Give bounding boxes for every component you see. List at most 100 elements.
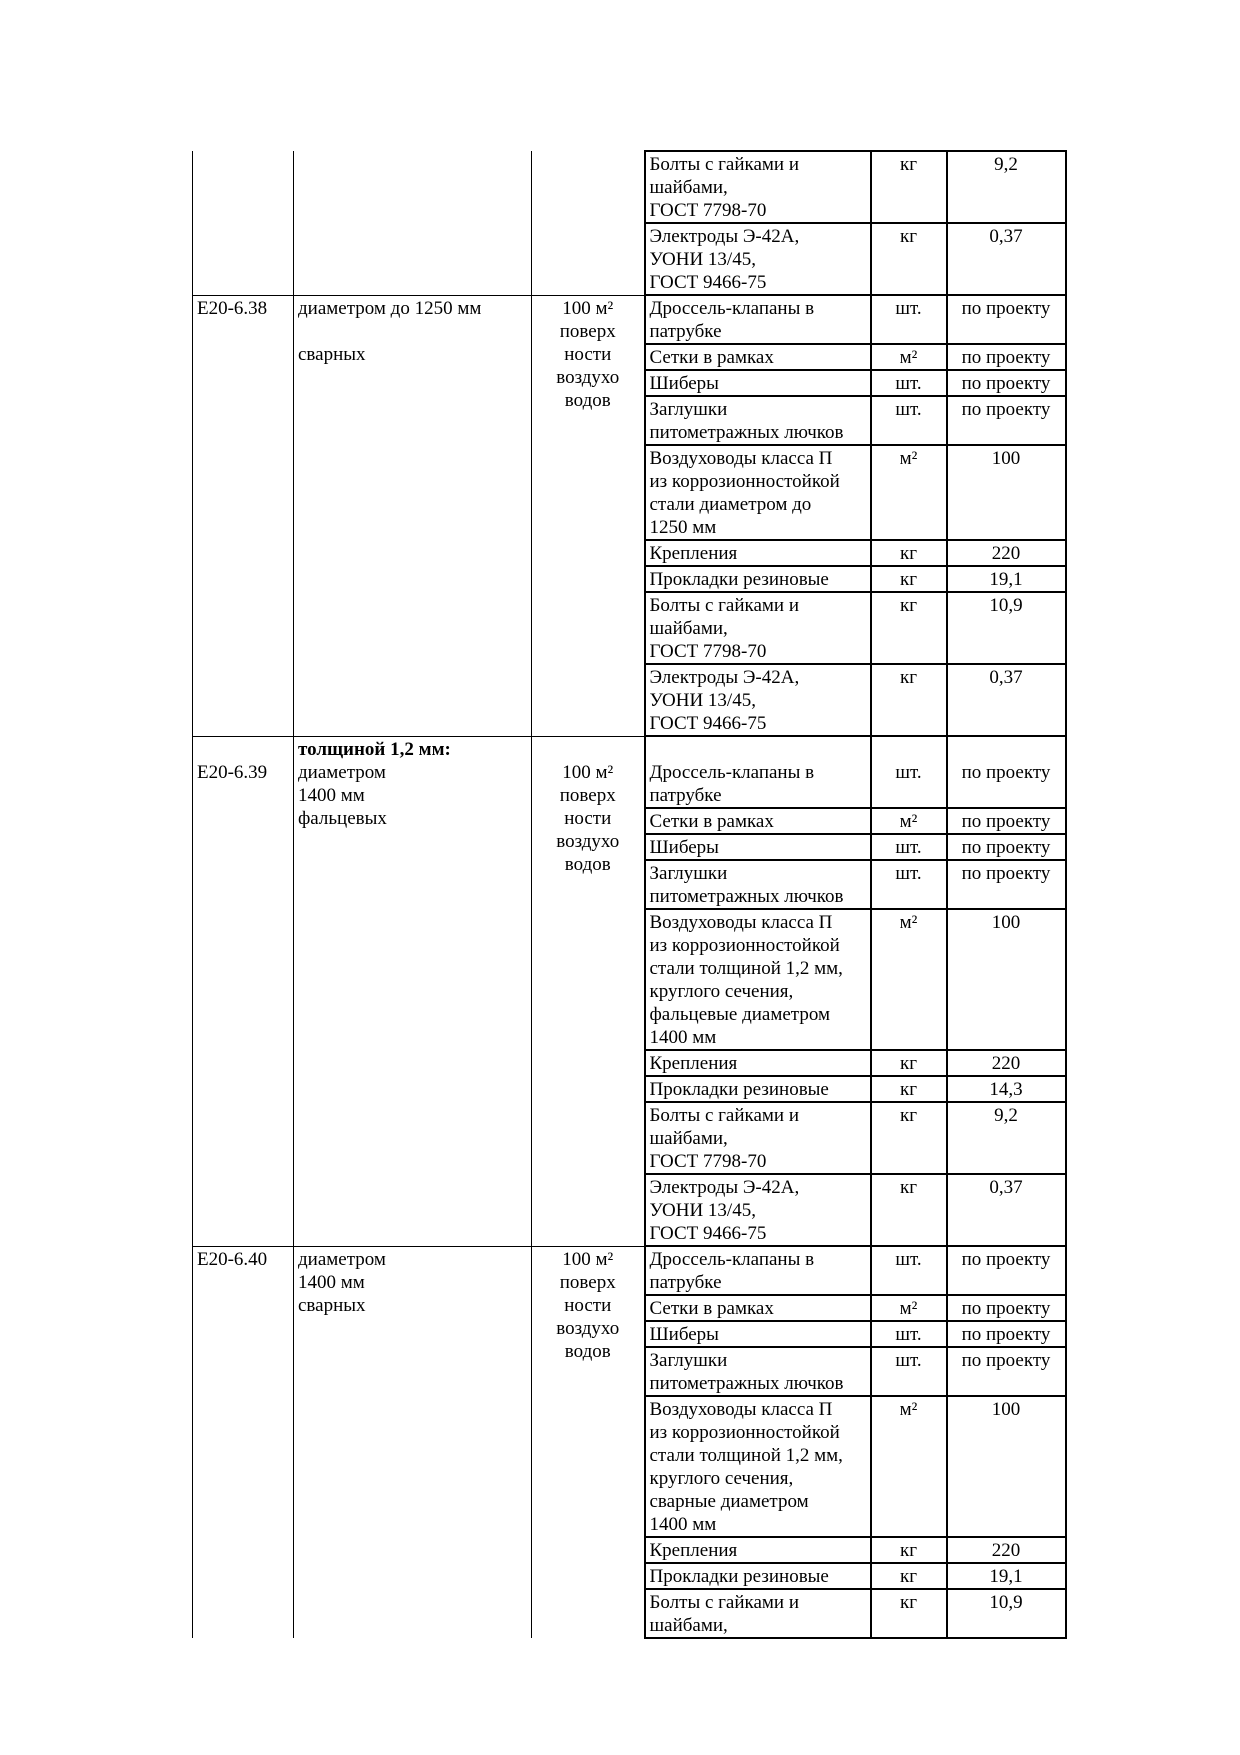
table-row: Прокладки резиновые кг 14,3 — [193, 1075, 1067, 1103]
resource-name: Прокладки резиновые — [643, 1075, 872, 1103]
norm-description — [293, 151, 532, 295]
norm-description: диаметром до 1250 мм сварных — [293, 294, 532, 736]
resource-name: Сетки в рамках — [643, 1294, 872, 1322]
resource-name: Болты с гайками и шайбами, — [643, 1588, 872, 1639]
resource-name: Крепления — [643, 1049, 872, 1077]
table-row: Прокладки резиновые кг 19,1 — [193, 1562, 1067, 1590]
resource-quantity: по проекту — [945, 859, 1067, 910]
resource-quantity: по проекту — [945, 833, 1067, 861]
resource-quantity: 100 — [945, 444, 1067, 541]
resource-name: Шиберы — [643, 1320, 872, 1348]
resource-quantity: 9,2 — [945, 150, 1067, 224]
resource-unit: шт. — [869, 1346, 948, 1397]
resource-quantity: 10,9 — [945, 1588, 1067, 1639]
table-row: Сетки в рамках м² по проекту — [193, 807, 1067, 835]
resource-unit: кг — [869, 150, 948, 224]
resource-name: Электроды Э-42А, УОНИ 13/45, ГОСТ 9466-7… — [643, 222, 872, 296]
resource-quantity: 0,37 — [945, 1173, 1067, 1247]
resource-quantity: 220 — [945, 1049, 1067, 1077]
resource-name: Воздуховоды класса П из коррозионностойк… — [643, 444, 872, 541]
resource-quantity: 10,9 — [945, 591, 1067, 665]
norm-description-text: диаметром 1400 мм фальцевых — [298, 761, 387, 829]
resource-unit: шт. — [869, 833, 948, 861]
resource-quantity: 19,1 — [945, 565, 1067, 593]
resource-name: Прокладки резиновые — [643, 1562, 872, 1590]
table-row: Болты с гайками и шайбами, ГОСТ 7798-70 к… — [193, 591, 1067, 665]
resource-name: Болты с гайками и шайбами, ГОСТ 7798-70 — [643, 591, 872, 665]
table-row: Электроды Э-42А, УОНИ 13/45, ГОСТ 9466-7… — [193, 222, 1067, 296]
resource-name: Заглушки питометражных лючков — [643, 859, 872, 910]
norm-unit: 100 м² поверх ности воздухо водов — [531, 294, 645, 736]
table-row: Болты с гайками и шайбами, ГОСТ 7798-70 к… — [192, 150, 1067, 295]
resource-norms-table: Болты с гайками и шайбами, ГОСТ 7798-70 к… — [192, 150, 1067, 1639]
table-row: Воздуховоды класса П из коррозионностойк… — [193, 908, 1067, 1051]
resource-quantity: по проекту — [945, 1320, 1067, 1348]
resource-quantity: 19,1 — [945, 1562, 1067, 1590]
resource-name: Дроссель-клапаны в патрубке — [643, 294, 872, 345]
resource-unit: кг — [869, 1588, 948, 1639]
resource-unit: кг — [869, 1075, 948, 1103]
resource-unit: кг — [869, 539, 948, 567]
resource-unit: кг — [869, 1173, 948, 1247]
resource-quantity: по проекту — [945, 735, 1067, 809]
norm-unit: 100 м² поверх ности воздухо водов — [531, 735, 645, 1246]
resource-unit: кг — [869, 565, 948, 593]
norm-code: Е20-6.38 — [192, 294, 294, 736]
table-row: Шиберы шт. по проекту — [193, 1320, 1067, 1348]
resource-name: Электроды Э-42А, УОНИ 13/45, ГОСТ 9466-7… — [643, 1173, 872, 1247]
resource-quantity: 100 — [945, 1395, 1067, 1538]
resource-quantity: по проекту — [945, 1245, 1067, 1296]
resource-quantity: 14,3 — [945, 1075, 1067, 1103]
resource-name: Крепления — [643, 539, 872, 567]
resource-unit: м² — [869, 1395, 948, 1538]
resource-quantity: 220 — [945, 539, 1067, 567]
norm-description-text: диаметром до 1250 мм сварных — [298, 297, 482, 365]
resource-name: Сетки в рамках — [643, 807, 872, 835]
table-row: Сетки в рамках м² по проекту — [193, 1294, 1067, 1322]
resource-unit: шт. — [869, 1245, 948, 1296]
resource-unit: шт. — [869, 294, 948, 345]
table-row: Заглушки питометражных лючков шт. по проек… — [193, 1346, 1067, 1397]
resource-name: Заглушки питометражных лючков — [643, 1346, 872, 1397]
norm-unit — [531, 151, 645, 295]
norm-unit: 100 м² поверх ности воздухо водов — [531, 1245, 645, 1638]
table-row: Заглушки питометражных лючков шт. по проек… — [193, 395, 1067, 446]
table-row: Е20-6.40 диаметром 1400 мм сварных 100 м² … — [192, 1245, 1067, 1638]
resource-unit: м² — [869, 807, 948, 835]
resource-name: Дроссель-клапаны в патрубке — [643, 735, 872, 809]
table-row: Крепления кг 220 — [193, 539, 1067, 567]
table-row: Воздуховоды класса П из коррозионностойк… — [193, 444, 1067, 541]
resource-quantity: 9,2 — [945, 1101, 1067, 1175]
resource-name: Электроды Э-42А, УОНИ 13/45, ГОСТ 9466-7… — [643, 663, 872, 737]
resource-name: Болты с гайками и шайбами, ГОСТ 7798-70 — [643, 150, 872, 224]
resource-name: Воздуховоды класса П из коррозионностойк… — [643, 908, 872, 1051]
resource-unit: м² — [869, 908, 948, 1051]
table-row: Сетки в рамках м² по проекту — [193, 343, 1067, 371]
norm-code: Е20-6.40 — [192, 1245, 294, 1638]
table-row: Шиберы шт. по проекту — [193, 369, 1067, 397]
norm-code — [192, 151, 294, 295]
resource-unit: кг — [869, 1536, 948, 1564]
table-row: Заглушки питометражных лючков шт. по проек… — [193, 859, 1067, 910]
resource-quantity: по проекту — [945, 395, 1067, 446]
resource-quantity: 100 — [945, 908, 1067, 1051]
table-row: Болты с гайками и шайбами, кг 10,9 — [193, 1588, 1067, 1639]
resource-name: Сетки в рамках — [643, 343, 872, 371]
table-row: Болты с гайками и шайбами, ГОСТ 7798-70 к… — [193, 1101, 1067, 1175]
resource-quantity: по проекту — [945, 1346, 1067, 1397]
resource-name: Шиберы — [643, 369, 872, 397]
resource-unit: кг — [869, 1049, 948, 1077]
resource-quantity: 220 — [945, 1536, 1067, 1564]
table-row: Крепления кг 220 — [193, 1049, 1067, 1077]
table-row: Е20-6.38 диаметром до 1250 мм сварных 100 … — [192, 294, 1067, 736]
resource-name: Болты с гайками и шайбами, ГОСТ 7798-70 — [643, 1101, 872, 1175]
resource-unit: шт. — [869, 1320, 948, 1348]
resource-unit: м² — [869, 1294, 948, 1322]
resource-name: Шиберы — [643, 833, 872, 861]
resource-unit: м² — [869, 444, 948, 541]
resource-unit: шт. — [869, 395, 948, 446]
resource-quantity: по проекту — [945, 369, 1067, 397]
resource-quantity: по проекту — [945, 294, 1067, 345]
table-row: Е20-6.39 толщиной 1,2 мм: диаметром 1400 м… — [192, 735, 1067, 1246]
resource-quantity: 0,37 — [945, 663, 1067, 737]
